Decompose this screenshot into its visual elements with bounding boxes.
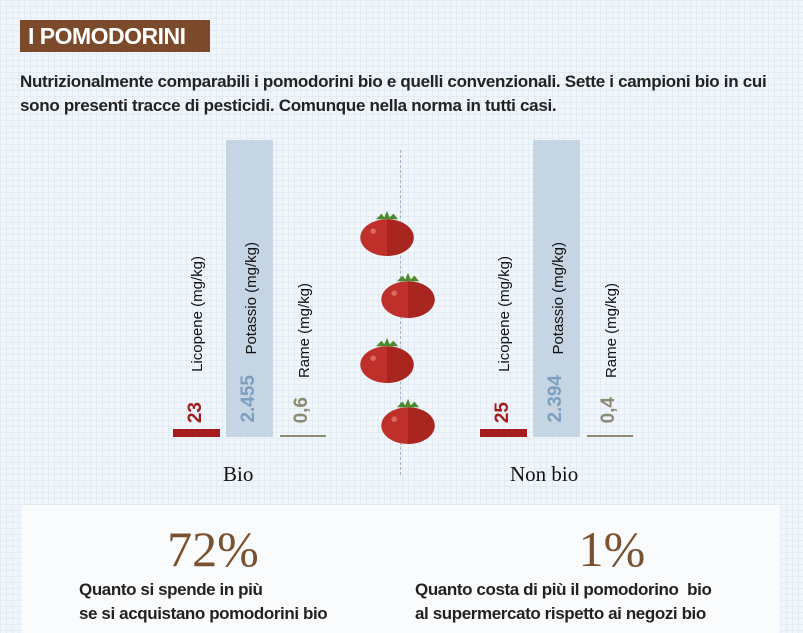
caption-line: Quanto si spende in più: [79, 580, 263, 599]
stats-panel: [22, 505, 780, 633]
value-nonbio-potassio: 2.394: [545, 375, 566, 423]
tomato-icon: [360, 337, 414, 383]
value-bio-rame: 0,6: [291, 396, 312, 423]
caption-line: Quanto costa di più il pomodorino bio: [415, 580, 712, 599]
stat-caption-extra-spend: Quanto si spende in più se si acquistano…: [79, 578, 328, 626]
value-bio-potassio: 2.455: [238, 375, 259, 423]
tomato-icon: [381, 398, 435, 444]
tomato-icon: [381, 272, 435, 318]
label-bio-potassio: Potassio (mg/kg): [243, 242, 260, 355]
bar-bio-rame: [280, 435, 326, 437]
group-label-nonbio: Non bio: [510, 462, 579, 486]
stat-value-extra-spend: 72%: [167, 521, 259, 577]
intro-text: Nutrizionalmente comparabili i pomodorin…: [20, 72, 767, 115]
value-nonbio-rame: 0,4: [598, 396, 619, 423]
stat-value-supermarket: 1%: [578, 521, 646, 577]
bar-nonbio-licopene: [480, 429, 527, 437]
label-nonbio-licopene: Licopene (mg/kg): [496, 256, 513, 372]
label-nonbio-rame: Rame (mg/kg): [603, 282, 620, 378]
stat-caption-supermarket: Quanto costa di più il pomodorino bio al…: [415, 578, 712, 626]
bar-bio-licopene: [173, 429, 220, 437]
caption-line: se si acquistano pomodorini bio: [79, 604, 328, 623]
title: I POMODORINI: [20, 20, 210, 52]
bar-nonbio-potassio: [533, 140, 580, 437]
caption-line: al supermercato rispetto ai negozi bio: [415, 604, 706, 623]
label-bio-rame: Rame (mg/kg): [296, 282, 313, 378]
bar-bio-potassio: [226, 140, 273, 437]
label-bio-licopene: Licopene (mg/kg): [189, 256, 206, 372]
bar-nonbio-rame: [587, 435, 633, 437]
tomato-icon: [360, 210, 414, 256]
value-bio-licopene: 23: [185, 401, 206, 423]
value-nonbio-licopene: 25: [492, 401, 513, 423]
group-label-bio: Bio: [223, 462, 254, 486]
label-nonbio-potassio: Potassio (mg/kg): [550, 242, 567, 355]
